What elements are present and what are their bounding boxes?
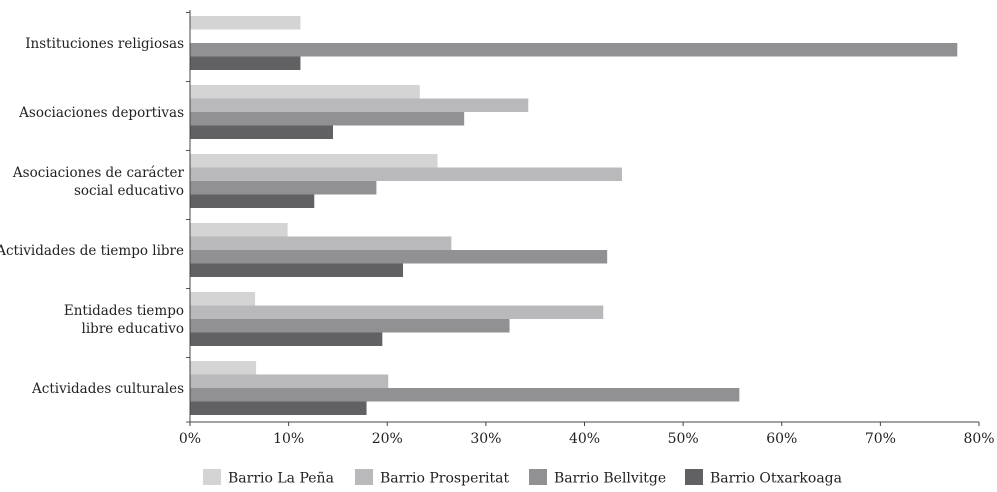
bar — [190, 332, 383, 346]
legend-swatch — [203, 469, 221, 485]
bar — [190, 181, 377, 195]
legend: Barrio La Peña Barrio Prosperitat Barrio B… — [203, 469, 842, 487]
x-tick-label: 0% — [179, 431, 201, 447]
category-label-line: Entidades tiempo — [64, 303, 184, 319]
legend-item: Barrio Prosperitat — [355, 469, 509, 487]
bar — [190, 167, 622, 181]
category-label: Actividades culturales — [31, 381, 184, 397]
legend-item: Barrio Bellvitge — [529, 469, 666, 487]
bar — [190, 263, 404, 277]
category-label-line: Actividades de tiempo libre — [0, 243, 184, 259]
x-tick-label: 70% — [865, 431, 896, 447]
category-label-line: Instituciones religiosas — [25, 36, 184, 52]
category-label-line: Asociaciones deportivas — [18, 105, 184, 121]
bar — [190, 98, 529, 112]
category-label-line: Asociaciones de carácter — [12, 165, 185, 181]
bar — [190, 154, 438, 168]
category-label: Instituciones religiosas — [25, 36, 184, 52]
bar — [190, 125, 334, 139]
legend-label: Barrio Prosperitat — [380, 471, 509, 487]
category-label: Actividades de tiempo libre — [0, 243, 184, 259]
bar — [190, 250, 608, 264]
legend-swatch — [685, 469, 703, 485]
bar — [190, 305, 604, 319]
category-label: Asociaciones de carácter social educativo — [12, 165, 185, 199]
bar — [190, 236, 452, 250]
legend-label: Barrio Bellvitge — [554, 471, 666, 487]
legend-label: Barrio La Peña — [228, 471, 334, 487]
bar — [190, 401, 367, 415]
category-labels: Instituciones religiosas Asociaciones dep… — [0, 36, 185, 397]
x-tick-label: 40% — [569, 431, 600, 447]
category-label-line: Actividades culturales — [31, 381, 184, 397]
bar — [190, 194, 315, 208]
bar — [190, 16, 301, 30]
axis-layer — [186, 10, 980, 426]
x-tick-labels: 0% 10% 20% 30% 40% 50% 60% 70% 80% — [179, 431, 995, 447]
bar — [190, 319, 510, 333]
bars-layer — [190, 16, 958, 415]
x-tick-label: 20% — [372, 431, 403, 447]
bar — [190, 56, 301, 70]
legend-label: Barrio Otxarkoaga — [710, 471, 842, 487]
category-label-line: libre educativo — [82, 321, 184, 337]
category-label: Entidades tiempo libre educativo — [64, 303, 184, 337]
bar — [190, 43, 958, 57]
x-tick-label: 60% — [766, 431, 797, 447]
category-label-line: social educativo — [74, 183, 184, 199]
x-tick-label: 50% — [668, 431, 699, 447]
bar — [190, 85, 420, 99]
legend-swatch — [355, 469, 373, 485]
bar — [190, 292, 256, 306]
legend-item: Barrio La Peña — [203, 469, 334, 487]
bar — [190, 223, 288, 237]
legend-swatch — [529, 469, 547, 485]
x-tick-label: 80% — [963, 431, 994, 447]
bar — [190, 388, 740, 402]
bar — [190, 112, 465, 126]
x-tick-label: 30% — [470, 431, 501, 447]
bar — [190, 361, 257, 375]
legend-item: Barrio Otxarkoaga — [685, 469, 842, 487]
category-label: Asociaciones deportivas — [18, 105, 184, 121]
bar — [190, 374, 389, 388]
x-tick-label: 10% — [273, 431, 304, 447]
